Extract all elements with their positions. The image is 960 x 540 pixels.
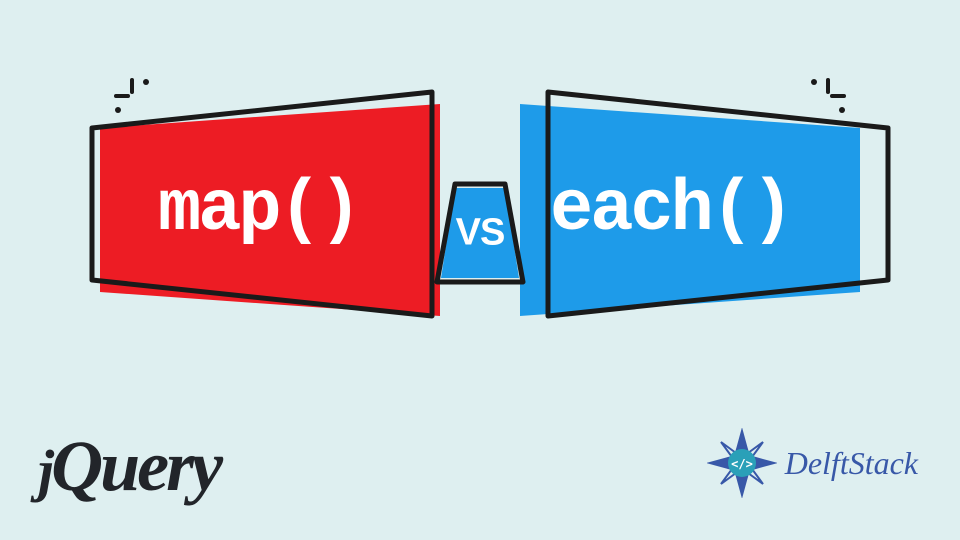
delftstack-logo: </> DelftStack bbox=[707, 428, 918, 498]
versus-text: VS bbox=[456, 212, 505, 255]
infographic-container: map() each() VS jQuery bbox=[0, 0, 960, 540]
left-panel: map() bbox=[100, 104, 440, 316]
delftstack-text: DelftStack bbox=[785, 445, 918, 482]
versus-badge: VS bbox=[441, 188, 519, 278]
versus-diagram: map() each() VS bbox=[100, 85, 860, 335]
right-panel-text: each() bbox=[550, 169, 791, 251]
jquery-logo: jQuery bbox=[38, 425, 220, 508]
left-panel-text: map() bbox=[158, 169, 359, 251]
delftstack-icon: </> bbox=[707, 428, 777, 498]
right-panel: each() bbox=[520, 104, 860, 316]
svg-text:</>: </> bbox=[731, 457, 753, 471]
